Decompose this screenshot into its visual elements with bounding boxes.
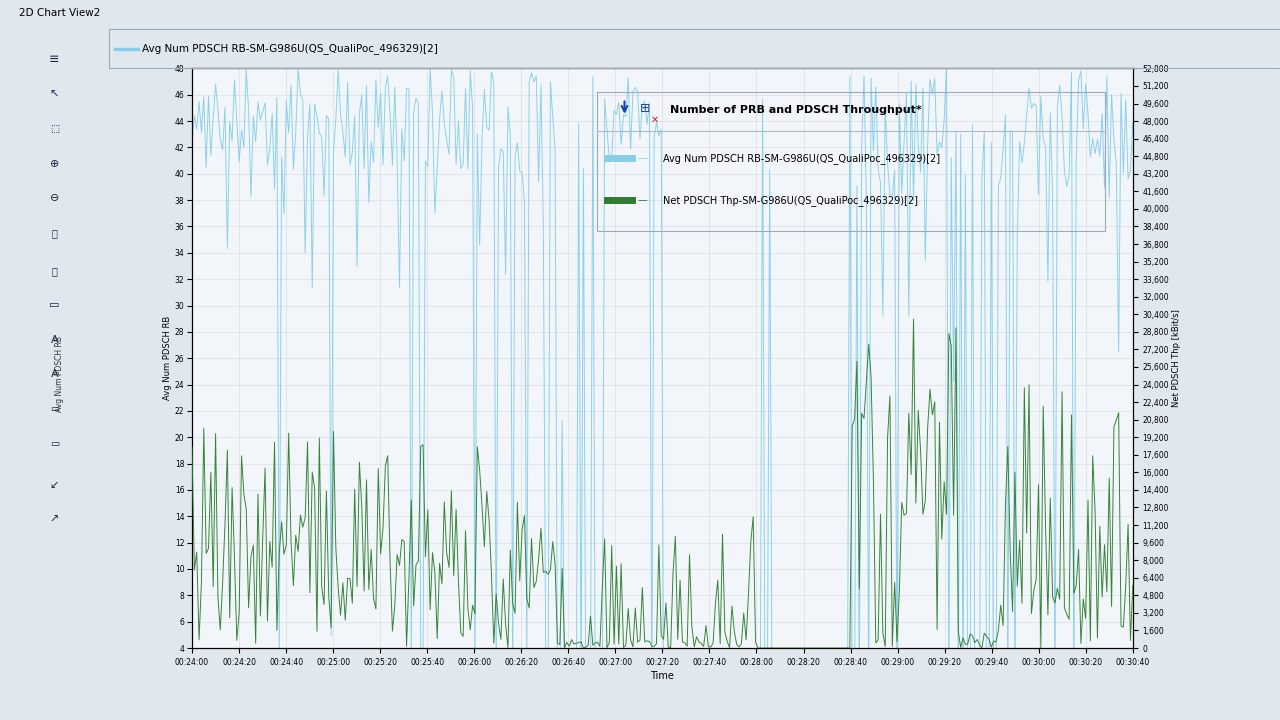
Text: Number of PRB and PDSCH Throughput*: Number of PRB and PDSCH Throughput* <box>671 105 922 115</box>
Text: ⊞: ⊞ <box>640 102 650 114</box>
Text: —: — <box>637 153 646 163</box>
Text: ▭: ▭ <box>50 438 59 449</box>
Text: —: — <box>637 195 646 205</box>
Text: ↗: ↗ <box>50 515 59 525</box>
Text: 🔍: 🔍 <box>51 266 58 276</box>
Text: ≡: ≡ <box>49 53 60 66</box>
X-axis label: Time: Time <box>650 671 675 681</box>
Text: ▭: ▭ <box>50 404 59 414</box>
Text: 2D Chart View2: 2D Chart View2 <box>19 8 101 18</box>
Text: ✕: ✕ <box>652 114 659 125</box>
Text: Net PDSCH Thp-SM-G986U(QS_QualiPoc_496329)[2]: Net PDSCH Thp-SM-G986U(QS_QualiPoc_49632… <box>663 194 918 205</box>
Text: Avg Num PDSCH RB: Avg Num PDSCH RB <box>55 336 64 413</box>
Text: 🔍: 🔍 <box>51 228 58 238</box>
Text: ⊖: ⊖ <box>50 193 59 203</box>
Y-axis label: Avg Num PDSCH RB: Avg Num PDSCH RB <box>163 316 172 400</box>
Text: Avg Num PDSCH RB-SM-G986U(QS_QualiPoc_496329)[2]: Avg Num PDSCH RB-SM-G986U(QS_QualiPoc_49… <box>142 43 438 54</box>
Text: ↖: ↖ <box>50 89 59 99</box>
Text: ▭: ▭ <box>49 300 60 310</box>
Text: ⊕: ⊕ <box>50 158 59 168</box>
Y-axis label: Net PDSCH Thp [kBit/s]: Net PDSCH Thp [kBit/s] <box>1172 310 1181 407</box>
Text: Avg Num PDSCH RB-SM-G986U(QS_QualiPoc_496329)[2]: Avg Num PDSCH RB-SM-G986U(QS_QualiPoc_49… <box>663 153 940 164</box>
Text: ⬚: ⬚ <box>50 124 59 134</box>
Text: A: A <box>51 369 58 379</box>
Text: A: A <box>51 335 58 345</box>
Text: ↙: ↙ <box>50 480 59 490</box>
